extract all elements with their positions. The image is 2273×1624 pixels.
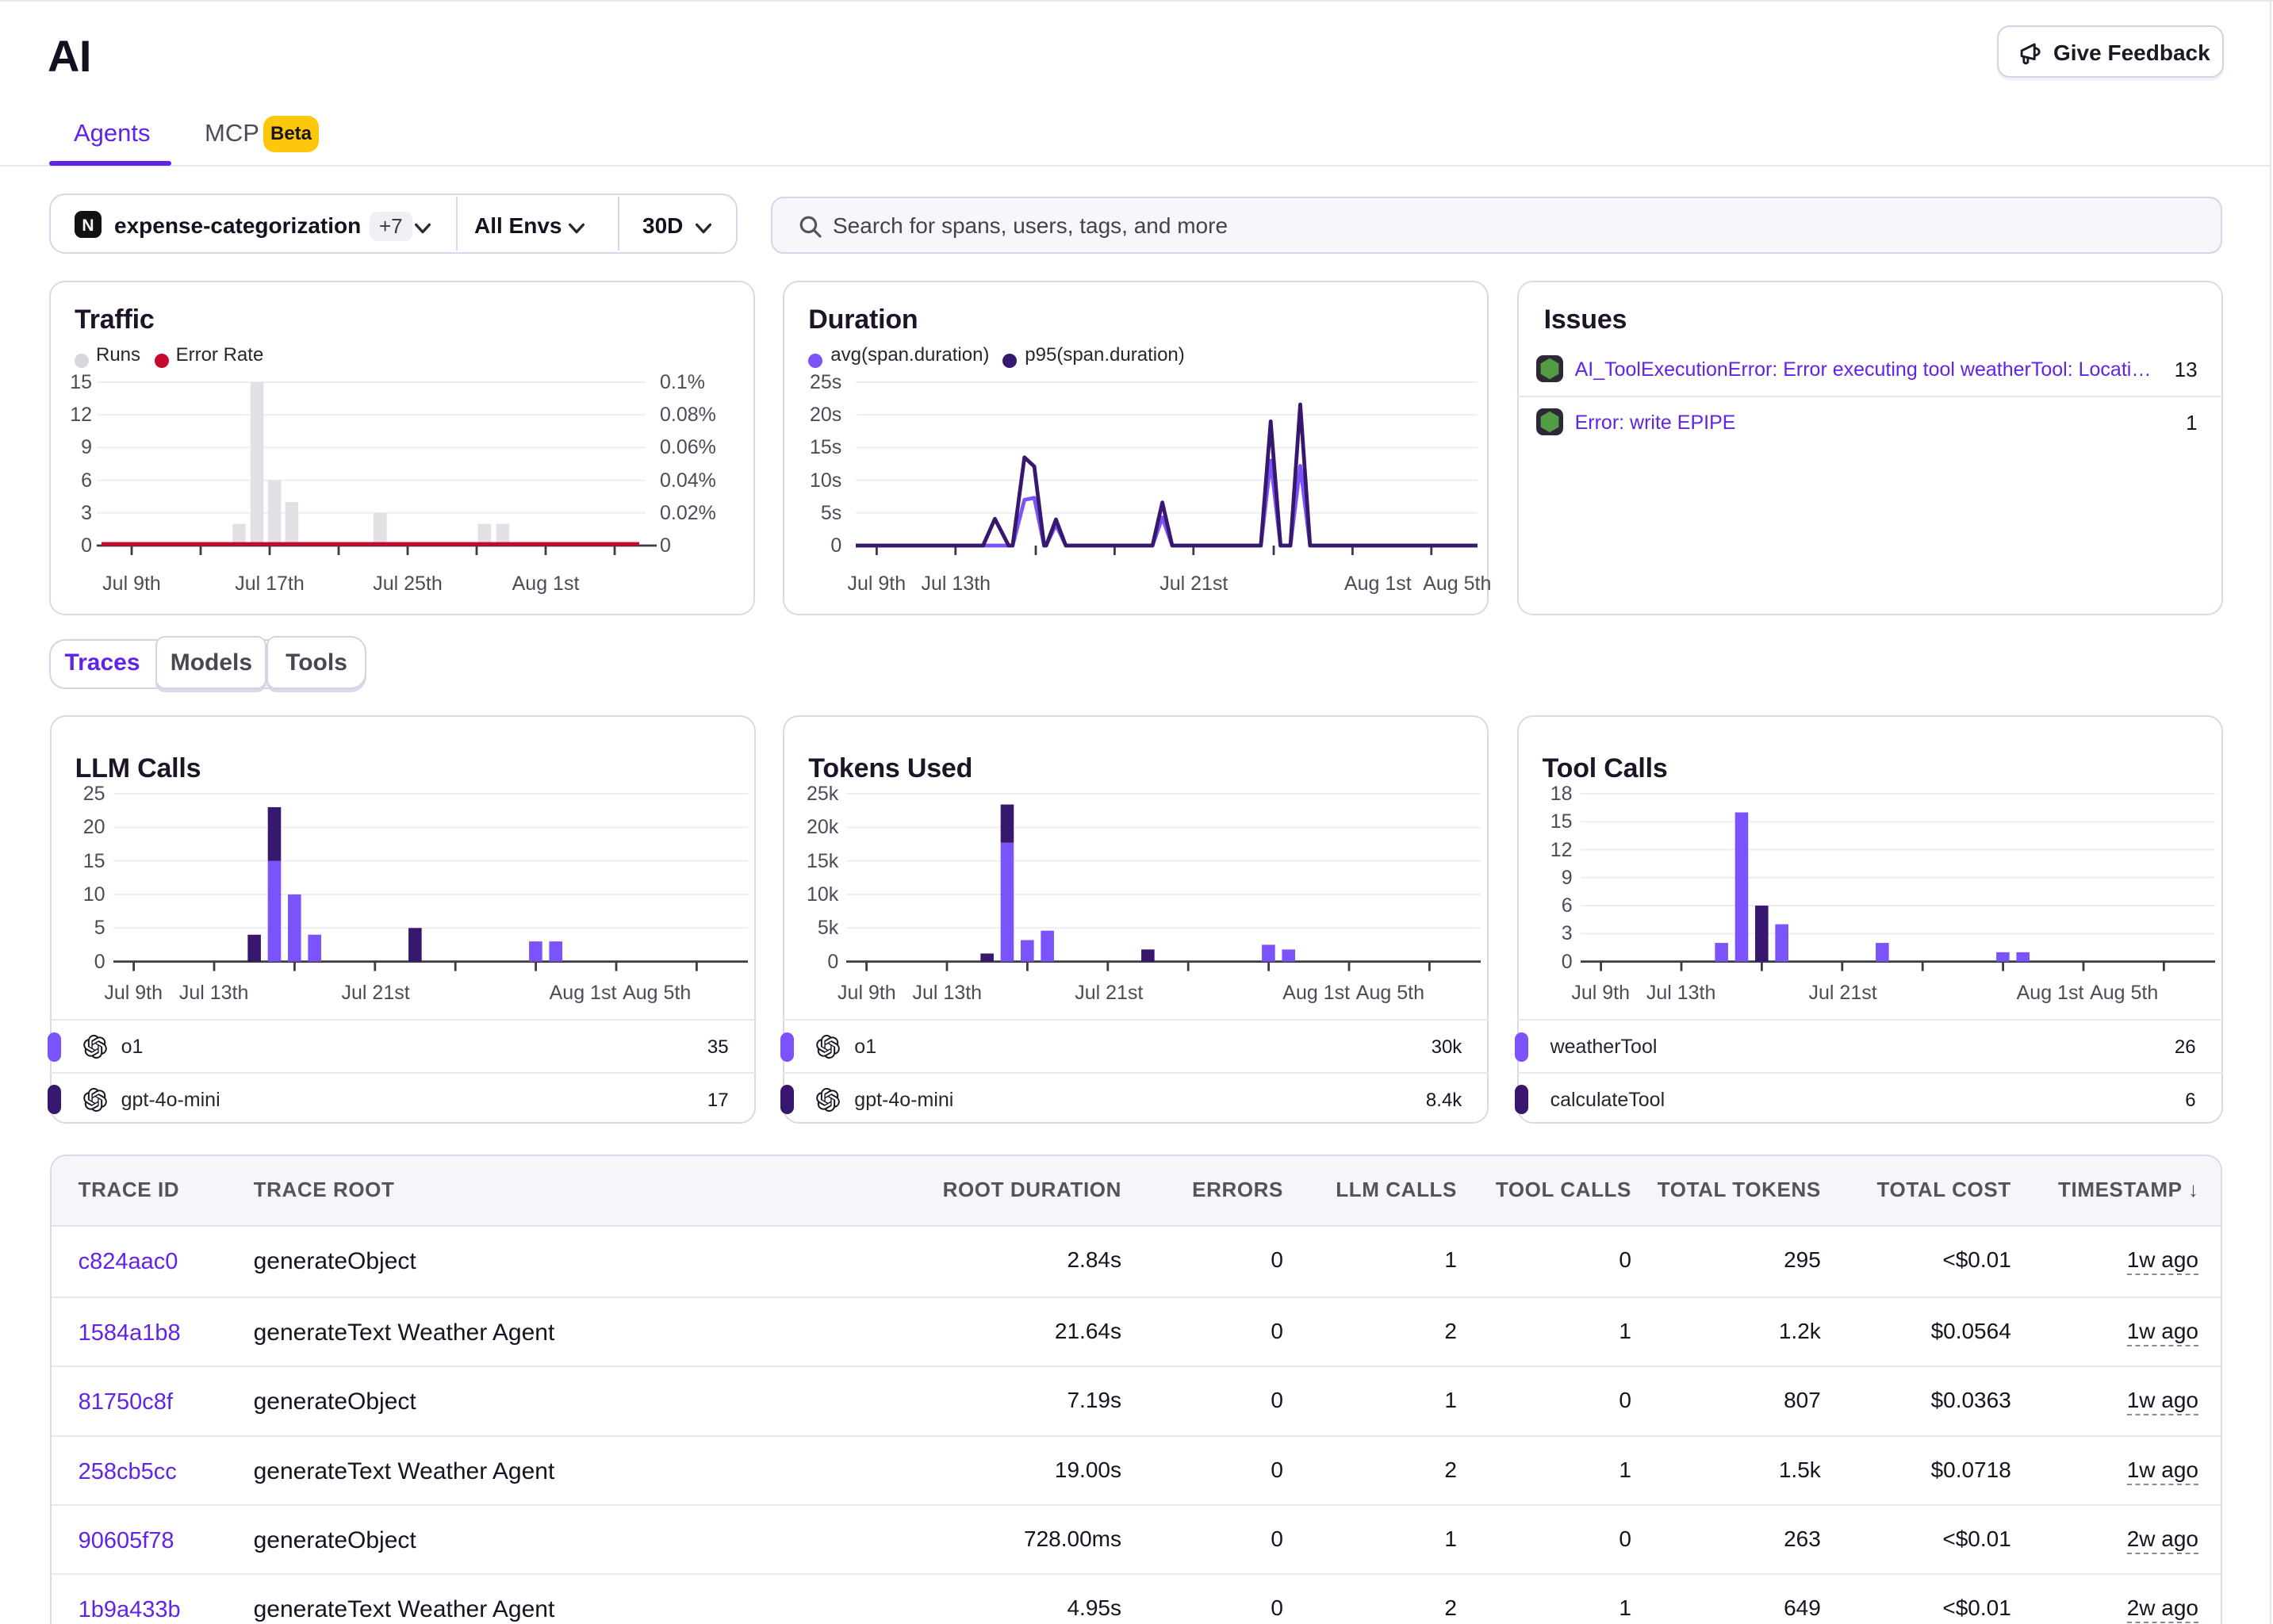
svg-text:N: N — [82, 216, 94, 235]
